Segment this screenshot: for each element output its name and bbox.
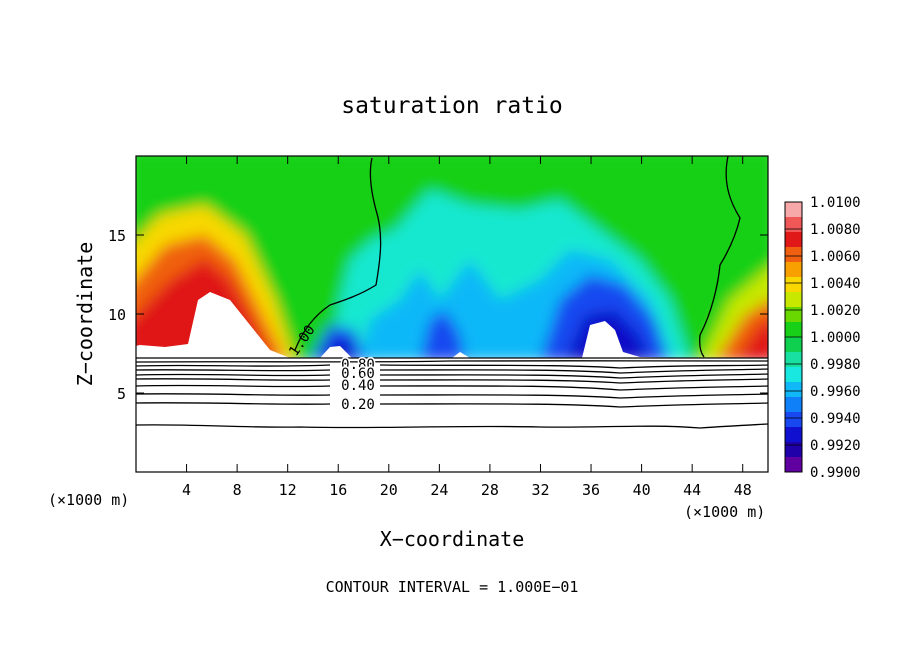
x-tick-label: 36 (582, 481, 600, 499)
colorbar-swatch (785, 262, 802, 278)
contour-base-2 (136, 360, 768, 363)
x-tick-label: 4 (182, 481, 191, 499)
colorbar-swatch (785, 397, 802, 413)
y-tick-label: 15 (108, 227, 126, 245)
contour-1.00-right (698, 156, 741, 358)
x-tick-label: 40 (633, 481, 651, 499)
colorbar-swatch (785, 292, 802, 308)
colorbar-swatch (785, 382, 802, 398)
colorbar-tick-label: 0.9940 (810, 411, 861, 427)
colorbar-swatch (785, 352, 802, 368)
colorbar-swatch (785, 277, 802, 293)
contour-label-0.60: 0.60 (341, 366, 375, 382)
contour-lines (136, 156, 768, 429)
y-tick-label: 5 (117, 385, 126, 403)
x-axis-unit-left: (×1000 m) (48, 491, 129, 509)
x-axis-label: X−coordinate (380, 527, 525, 551)
colorbar-swatch (785, 232, 802, 248)
contour-0.10 (136, 423, 768, 429)
colorbar-swatch (785, 247, 802, 263)
colorbar-tick-label: 1.0080 (810, 222, 861, 238)
x-tick-label: 16 (329, 481, 347, 499)
contour-0.50 (136, 378, 768, 384)
contour-0.80 (136, 364, 768, 369)
x-tick-label: 8 (233, 481, 242, 499)
x-tick-label: 28 (481, 481, 499, 499)
x-tick-label: 20 (380, 481, 398, 499)
x-tick-label: 48 (734, 481, 752, 499)
contour-label-0.80: 0.80 (341, 357, 375, 373)
colorbar-swatch (785, 442, 802, 458)
colorbar-swatch (785, 457, 802, 473)
colorbar-tick-label: 0.9920 (810, 438, 861, 454)
x-axis: 4 8 12 16 20 24 28 32 36 40 44 48 (182, 156, 752, 499)
chart-title: saturation ratio (341, 93, 563, 119)
contour-0.40 (136, 384, 768, 391)
colorbar-tick-label: 0.9980 (810, 357, 861, 373)
colorbar-swatch (785, 202, 802, 218)
colorbar-tick-label: 0.9960 (810, 384, 861, 400)
colorbar-swatch (785, 412, 802, 428)
contour-0.60 (136, 373, 768, 379)
colorbar-swatch (785, 337, 802, 353)
x-tick-label: 44 (683, 481, 701, 499)
field-region-red-right (735, 320, 768, 361)
colorbar-tick-label: 1.0100 (810, 195, 861, 211)
colorbar-swatch (785, 322, 802, 338)
colorbar-tick-label: 1.0060 (810, 249, 861, 265)
colorbar-swatch (785, 427, 802, 443)
colorbar-tick-label: 0.9900 (810, 465, 861, 481)
y-axis-label: Z−coordinate (73, 242, 97, 387)
x-tick-label: 32 (531, 481, 549, 499)
colorbar-tick-label: 1.0000 (810, 330, 861, 346)
contour-1.00-left (294, 157, 382, 351)
x-tick-label: 24 (430, 481, 448, 499)
colorbar-tick-label: 1.0040 (810, 276, 861, 292)
contour-label-0.20: 0.20 (341, 397, 375, 413)
contour-0.30 (136, 393, 768, 399)
colorbar-swatch (785, 367, 802, 383)
contour-0.20 (136, 402, 768, 408)
colorbar-swatch (785, 217, 802, 233)
y-axis: 5 10 15 (108, 227, 768, 403)
colorbar-tick-label: 1.0020 (810, 303, 861, 319)
contour-label-0.40: 0.40 (341, 378, 375, 394)
contour-interval-note: CONTOUR INTERVAL = 1.000E−01 (326, 578, 579, 596)
colorbar: 1.0100 1.0080 1.0060 1.0040 1.0020 1.0000 0.99… (784, 195, 861, 481)
y-tick-label: 10 (108, 306, 126, 324)
contour-labels: 1.00 0.80 0.60 0.40 0.20 (286, 322, 376, 414)
colorbar-swatch (785, 307, 802, 323)
x-tick-label: 12 (279, 481, 297, 499)
plot-area: 1.00 0.80 0.60 0.40 0.20 (136, 156, 768, 472)
x-axis-unit-right: (×1000 m) (684, 503, 765, 521)
contour-0.70 (136, 368, 768, 374)
